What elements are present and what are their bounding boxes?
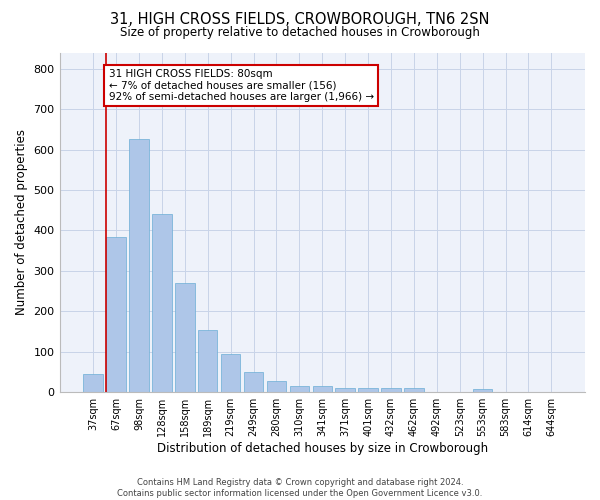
Bar [313,386,332,392]
X-axis label: Distribution of detached houses by size in Crowborough: Distribution of detached houses by size … [157,442,488,455]
Bar [267,381,286,392]
Text: Size of property relative to detached houses in Crowborough: Size of property relative to detached ho… [120,26,480,39]
Text: Contains HM Land Registry data © Crown copyright and database right 2024.
Contai: Contains HM Land Registry data © Crown c… [118,478,482,498]
Bar [152,214,172,392]
Bar [473,389,493,392]
Bar [221,354,241,392]
Bar [358,388,378,392]
Bar [290,386,309,392]
Bar [175,283,194,392]
Bar [129,140,149,392]
Bar [335,388,355,392]
Text: 31, HIGH CROSS FIELDS, CROWBOROUGH, TN6 2SN: 31, HIGH CROSS FIELDS, CROWBOROUGH, TN6 … [110,12,490,28]
Bar [198,330,217,392]
Text: 31 HIGH CROSS FIELDS: 80sqm
← 7% of detached houses are smaller (156)
92% of sem: 31 HIGH CROSS FIELDS: 80sqm ← 7% of deta… [109,68,374,102]
Bar [404,388,424,392]
Bar [244,372,263,392]
Y-axis label: Number of detached properties: Number of detached properties [15,130,28,316]
Bar [381,388,401,392]
Bar [83,374,103,392]
Bar [106,236,126,392]
